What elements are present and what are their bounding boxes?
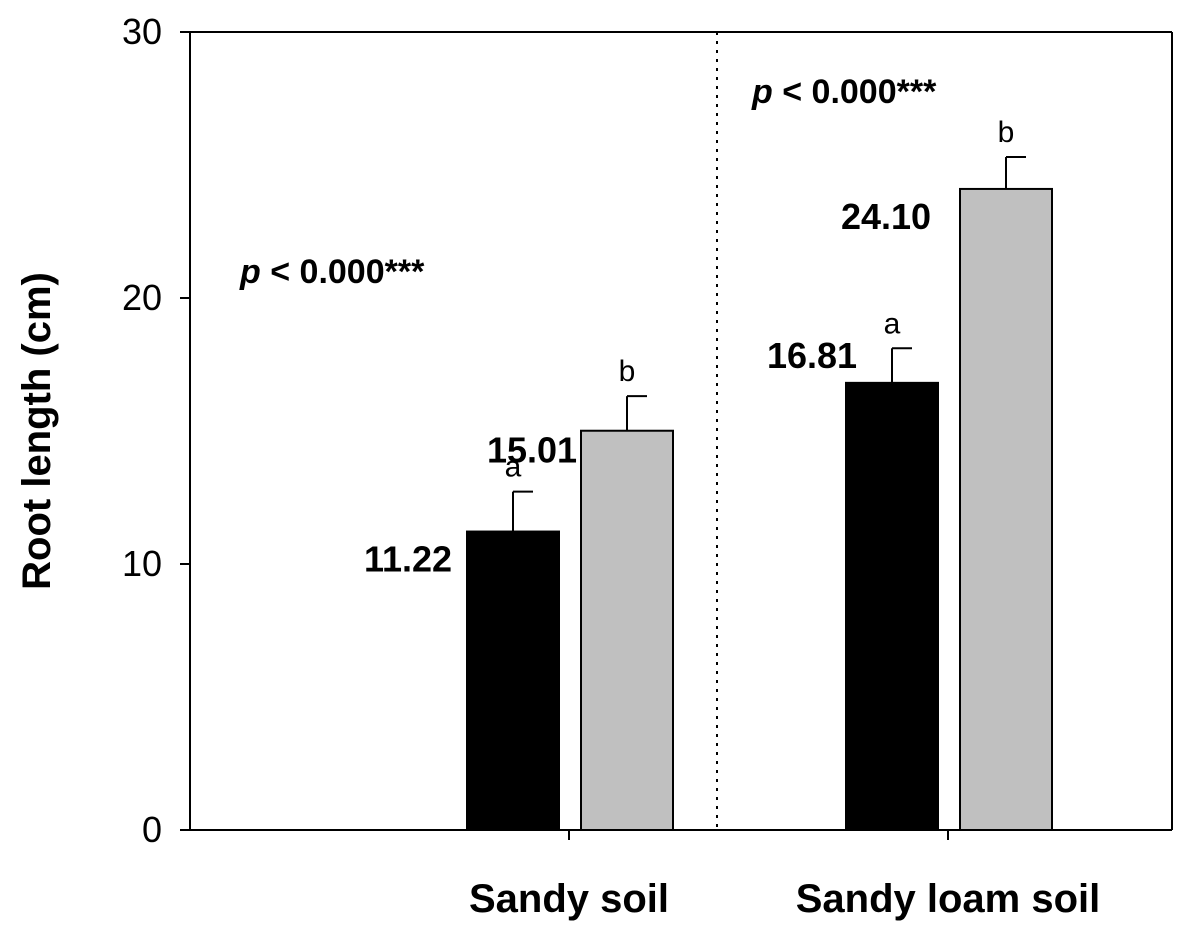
chart-labels: 0 10 20 30 Root length (cm) Sandy soil Sandy l…	[15, 11, 1100, 921]
p-value-text: < 0.000***	[261, 253, 425, 291]
bar	[959, 187, 1053, 831]
x-category-label: Sandy loam soil	[796, 877, 1101, 921]
data-label: 11.22	[364, 539, 452, 580]
y-tick-label: 30	[122, 11, 162, 52]
x-category-label: Sandy soil	[469, 877, 669, 921]
p-value-text: < 0.000***	[773, 73, 937, 111]
bar	[466, 530, 560, 831]
p-value-annotation: p < 0.000***	[239, 253, 425, 291]
p-value-annotation: p < 0.000***	[751, 73, 937, 111]
y-axis-label: Root length (cm)	[15, 272, 59, 590]
significance-letter: b	[619, 355, 636, 388]
data-label: 15.01	[487, 430, 577, 471]
data-label: 16.81	[767, 335, 857, 376]
y-tick-label: 20	[122, 277, 162, 318]
data-label: 24.10	[841, 196, 931, 237]
p-symbol: p	[751, 73, 773, 111]
significance-letter: b	[998, 116, 1015, 149]
y-tick-label: 10	[122, 543, 162, 584]
significance-letter: a	[884, 307, 901, 340]
p-symbol: p	[239, 253, 261, 291]
significance-letter: a	[505, 451, 522, 484]
bar	[580, 429, 674, 831]
bar	[845, 381, 939, 831]
y-tick-label: 0	[142, 809, 162, 850]
chart-marks	[466, 156, 1053, 831]
